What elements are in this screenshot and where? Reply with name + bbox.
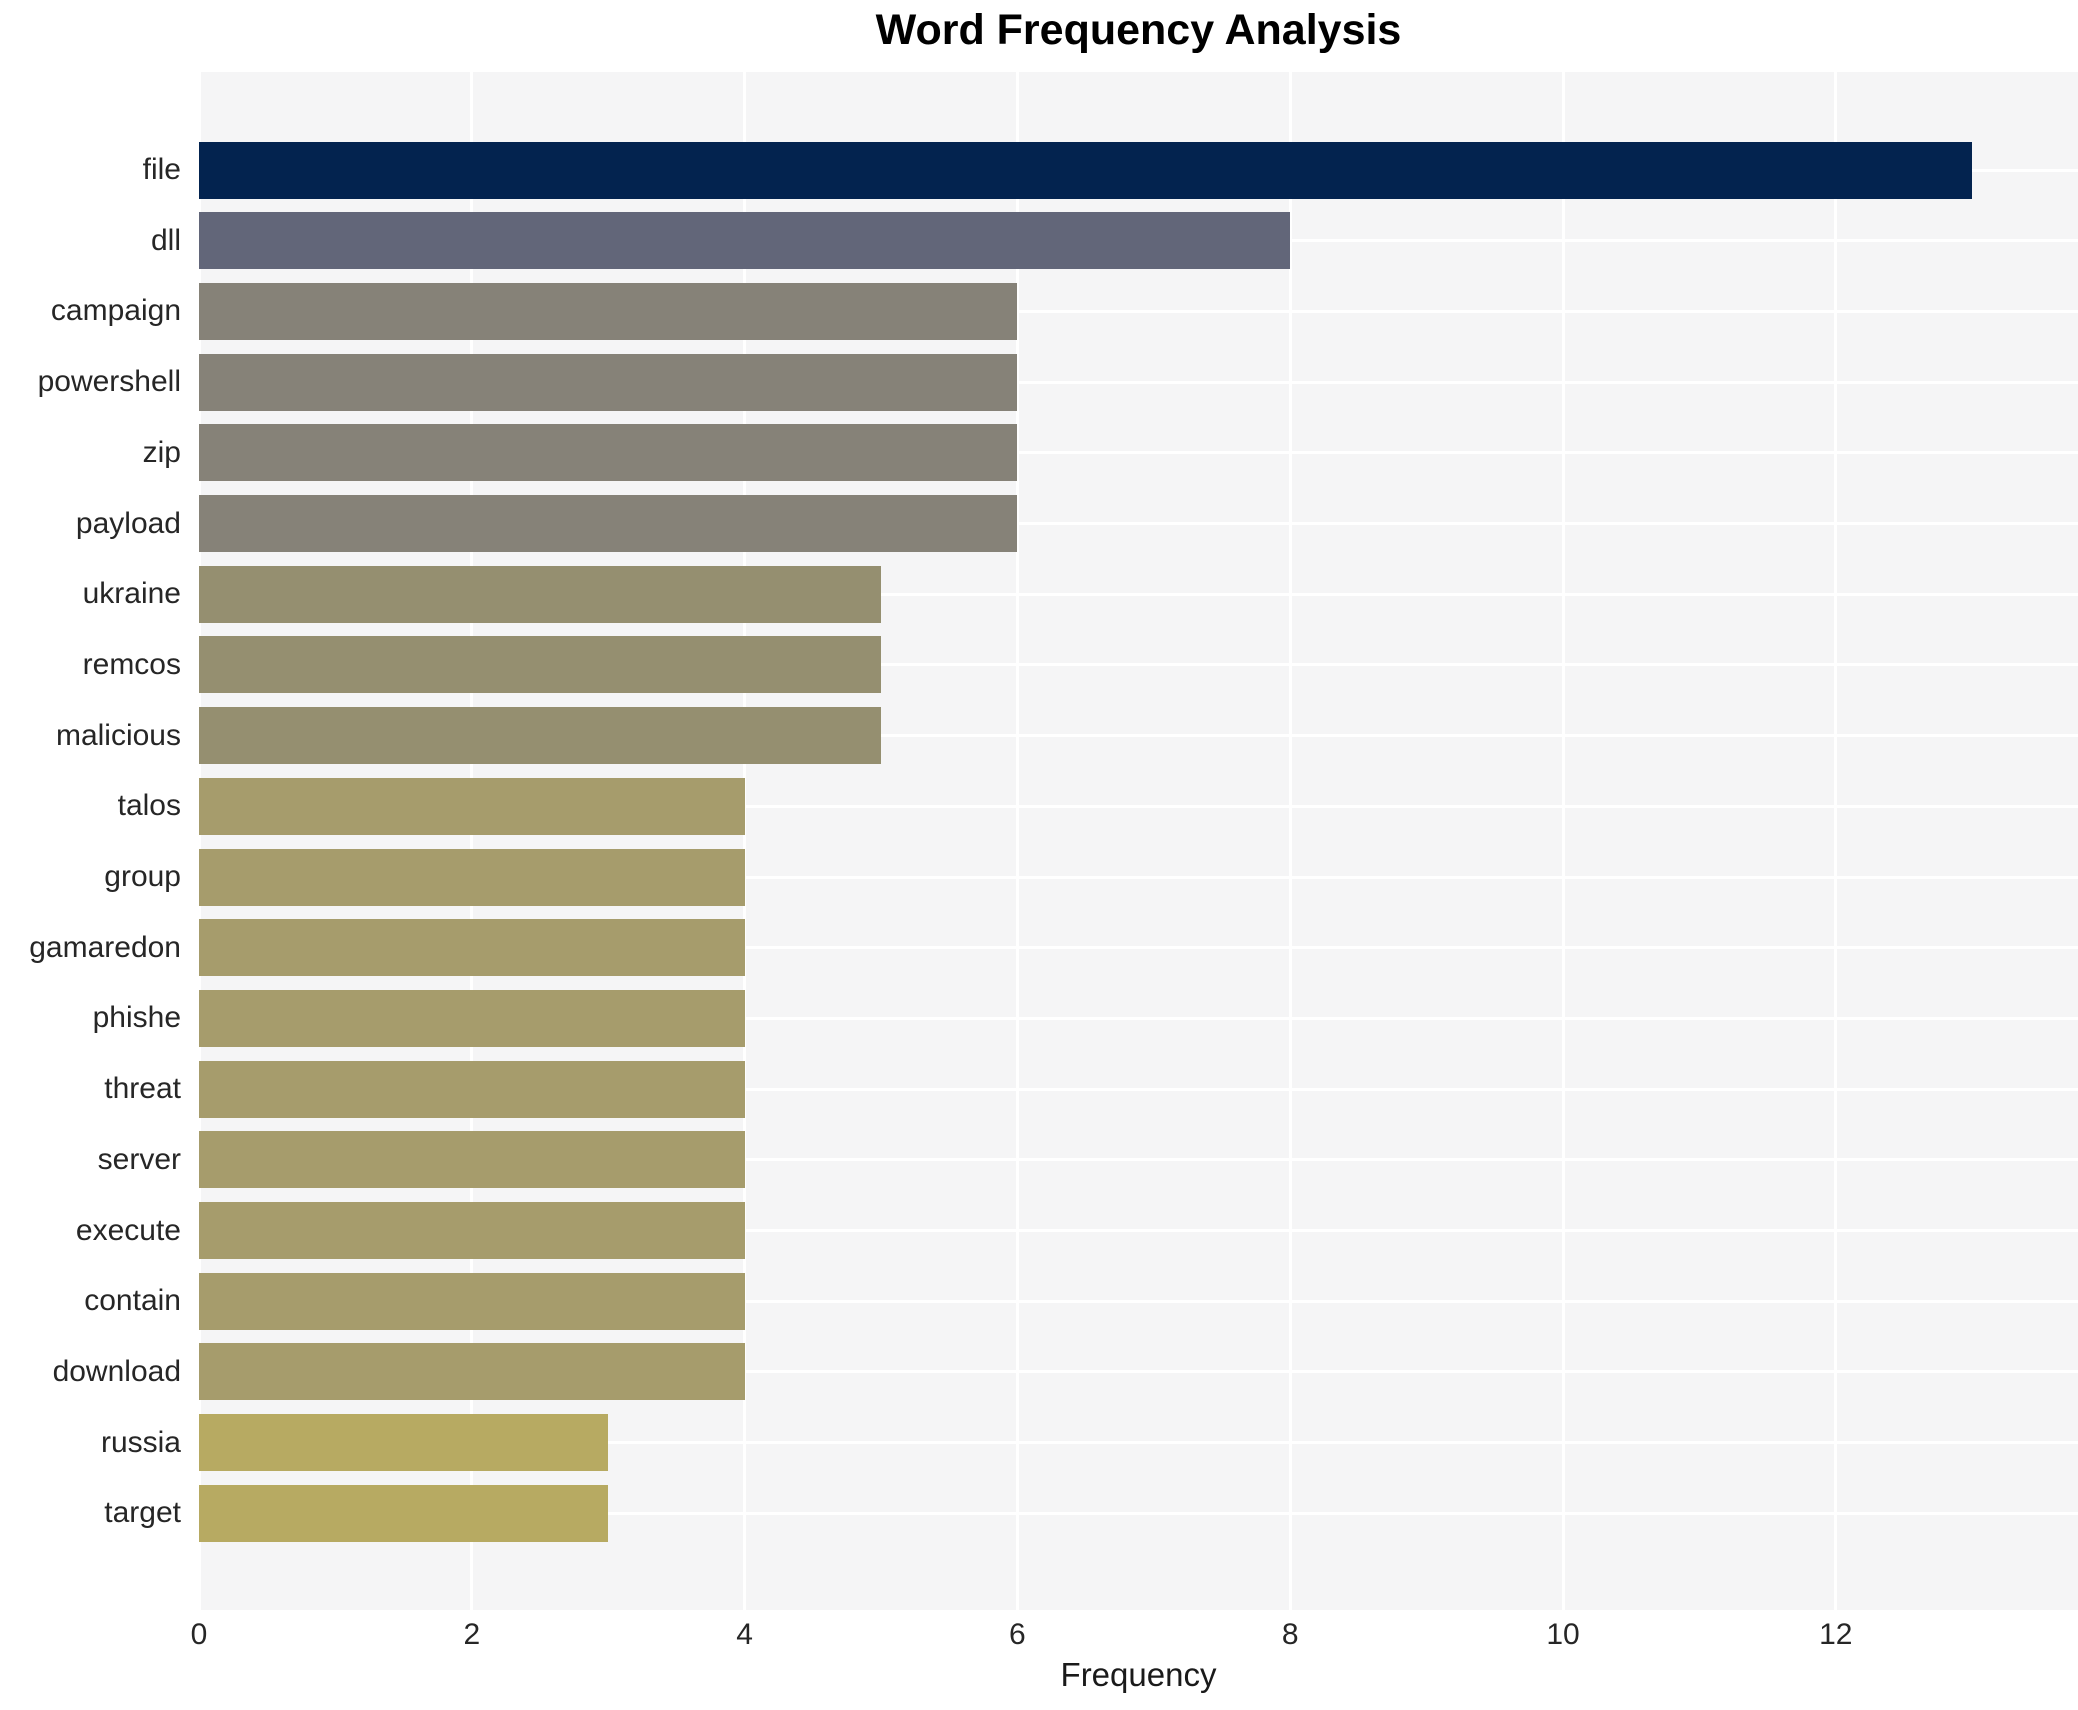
bar-campaign bbox=[199, 282, 1018, 340]
bar-threat bbox=[199, 1060, 745, 1118]
y-tick-label-download: download bbox=[52, 1354, 181, 1388]
bar-gamaredon bbox=[199, 919, 745, 977]
x-tick-label-12: 12 bbox=[1819, 1618, 1853, 1651]
bar-zip bbox=[199, 424, 1018, 482]
y-tick-label-target: target bbox=[104, 1496, 181, 1530]
gridline-horizontal bbox=[199, 946, 2078, 950]
gridline-horizontal bbox=[199, 1511, 2078, 1515]
bar-dll bbox=[199, 212, 1291, 270]
gridline-horizontal bbox=[199, 1087, 2078, 1091]
bar-russia bbox=[199, 1414, 609, 1472]
x-axis-label: Frequency bbox=[1060, 1656, 1217, 1693]
y-tick-label-server: server bbox=[97, 1142, 181, 1176]
gridline-horizontal bbox=[199, 1370, 2078, 1374]
gridline-vertical bbox=[743, 72, 747, 1610]
bar-payload bbox=[199, 495, 1018, 552]
y-tick-label-phishe: phishe bbox=[92, 1001, 181, 1035]
bar-talos bbox=[199, 777, 745, 835]
bar-contain bbox=[199, 1272, 745, 1330]
gridline-horizontal bbox=[199, 1158, 2078, 1162]
gridline-horizontal bbox=[199, 1229, 2078, 1232]
gridline-vertical bbox=[1834, 72, 1838, 1610]
bar-ukraine bbox=[199, 565, 881, 623]
gridline-horizontal bbox=[199, 522, 2078, 525]
y-tick-label-talos: talos bbox=[117, 789, 181, 823]
x-tick-label-2: 2 bbox=[463, 1618, 481, 1651]
x-tick-label-6: 6 bbox=[1009, 1618, 1026, 1651]
chart-title: Word Frequency Analysis bbox=[875, 6, 1402, 54]
bar-download bbox=[199, 1343, 745, 1401]
y-tick-label-threat: threat bbox=[104, 1072, 181, 1106]
gridline-vertical bbox=[1015, 72, 1019, 1610]
bar-remcos bbox=[199, 636, 881, 694]
x-tick-label-8: 8 bbox=[1281, 1618, 1299, 1651]
y-tick-label-remcos: remcos bbox=[82, 647, 181, 681]
y-tick-label-malicious: malicious bbox=[55, 718, 181, 752]
y-tick-label-execute: execute bbox=[75, 1213, 181, 1247]
y-tick-label-group: group bbox=[104, 860, 181, 893]
gridline-vertical bbox=[1288, 72, 1292, 1610]
gridline-horizontal bbox=[199, 380, 2078, 384]
bar-malicious bbox=[199, 707, 881, 765]
y-tick-label-contain: contain bbox=[84, 1284, 181, 1318]
gridline-horizontal bbox=[199, 734, 2078, 738]
plot-area bbox=[197, 72, 2078, 1610]
bar-execute bbox=[199, 1202, 745, 1259]
bar-file bbox=[199, 141, 1973, 199]
gridline-vertical bbox=[197, 72, 201, 1610]
y-tick-label-gamaredon: gamaredon bbox=[29, 930, 181, 964]
gridline-horizontal bbox=[199, 1299, 2078, 1303]
y-tick-label-ukraine: ukraine bbox=[82, 577, 181, 611]
x-tick-label-0: 0 bbox=[190, 1618, 208, 1651]
gridline-horizontal bbox=[199, 663, 2078, 667]
x-tick-label-10: 10 bbox=[1546, 1618, 1580, 1651]
bar-target bbox=[199, 1484, 609, 1542]
gridline-horizontal bbox=[199, 1441, 2078, 1445]
y-tick-label-powershell: powershell bbox=[37, 365, 181, 399]
y-tick-label-campaign: campaign bbox=[50, 294, 181, 328]
gridline-horizontal bbox=[199, 309, 2078, 313]
y-tick-label-dll: dll bbox=[150, 223, 181, 257]
gridline-horizontal bbox=[199, 804, 2078, 808]
bar-phishe bbox=[199, 989, 745, 1047]
gridline-horizontal bbox=[199, 1016, 2078, 1020]
gridline-horizontal bbox=[199, 875, 2078, 879]
gridline-vertical bbox=[470, 72, 474, 1610]
y-tick-label-file: file bbox=[142, 153, 181, 186]
y-tick-label-zip: zip bbox=[142, 435, 181, 469]
bar-group bbox=[199, 848, 745, 906]
x-tick-label-4: 4 bbox=[736, 1618, 753, 1651]
y-axis-labels: file dll campaign powershell zip payload ukrai… bbox=[0, 0, 190, 1710]
bar-server bbox=[199, 1131, 745, 1189]
gridline-vertical bbox=[1561, 72, 1565, 1610]
gridline-horizontal bbox=[199, 592, 2078, 596]
y-tick-label-payload: payload bbox=[75, 506, 181, 540]
y-tick-label-russia: russia bbox=[100, 1425, 181, 1459]
bar-powershell bbox=[199, 353, 1018, 411]
gridline-horizontal bbox=[199, 451, 2078, 455]
